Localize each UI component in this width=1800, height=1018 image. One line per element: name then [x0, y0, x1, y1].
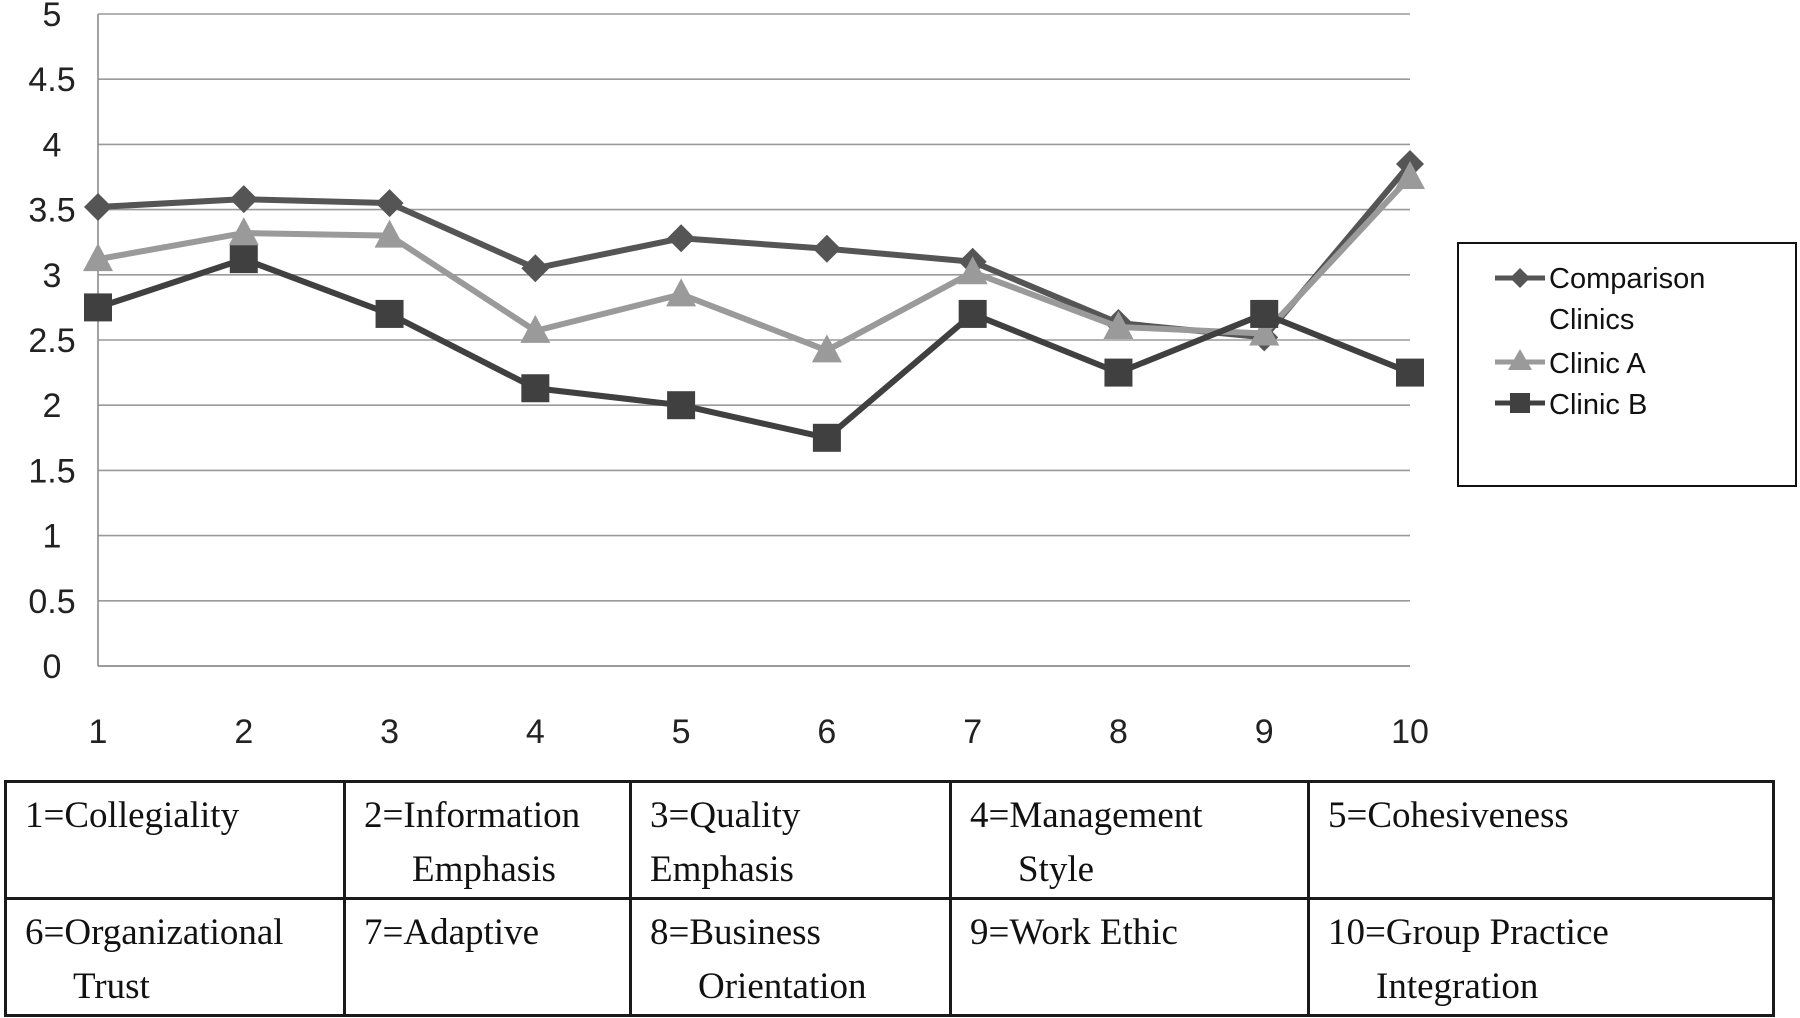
key-label: 9=Work Ethic [970, 912, 1178, 953]
data-point-square [1250, 299, 1279, 328]
series-line-comparison-clinics [97, 162, 1413, 341]
y-tick-label: 5 [43, 0, 62, 34]
data-point-square [521, 374, 550, 403]
key-label: 10=Group Practice [1328, 912, 1609, 953]
data-point-diamond [84, 192, 112, 221]
x-tick-label: 4 [526, 713, 545, 751]
data-point-square [229, 245, 258, 274]
legend-square-marker [1510, 393, 1530, 413]
y-tick-label: 3.5 [28, 192, 75, 230]
key-cell-cohesiveness: 5=Cohesiveness [1307, 780, 1775, 900]
data-point-triangle [520, 314, 551, 343]
x-tick-label: 3 [380, 713, 399, 751]
key-cell-collegiality: 1=Collegiality [4, 780, 346, 900]
series-line-clinic-a [97, 174, 1413, 354]
x-tick-label: 1 [89, 713, 108, 751]
y-tick-label: 3 [43, 257, 62, 295]
data-point-square [958, 299, 987, 328]
y-tick-label: 4 [43, 126, 62, 164]
series-line-clinic-b [97, 256, 1412, 441]
data-point-square [812, 423, 841, 452]
x-tick-label: 6 [817, 713, 836, 751]
gridlines [97, 13, 1410, 667]
series-clinic-b [84, 245, 1424, 452]
data-point-diamond [812, 234, 841, 263]
key-label: 3=Quality [650, 795, 801, 836]
y-tick-label: 2.5 [28, 322, 75, 360]
key-label: 7=Adaptive [364, 912, 539, 953]
data-point-triangle [1395, 161, 1425, 189]
key-cell-information-emphasis: 2=Information Emphasis [343, 780, 632, 900]
x-tick-label: 5 [672, 713, 691, 751]
data-point-diamond [375, 189, 404, 218]
legend-diamond-marker [1510, 268, 1530, 288]
series-clinic-a [83, 161, 1425, 363]
key-label: 4=Management [970, 795, 1203, 836]
key-cell-quality-emphasis: 3=Quality Emphasis [629, 780, 952, 900]
x-tick-label: 2 [234, 713, 253, 751]
data-point-triangle [1103, 310, 1134, 339]
y-tick-label: 4.5 [28, 61, 75, 99]
key-label: 1=Collegiality [25, 795, 240, 836]
data-point-square [667, 391, 696, 420]
data-point-triangle [83, 243, 113, 272]
y-tick-label: 0 [43, 648, 62, 686]
key-label: 6=Organizational [25, 912, 284, 953]
data-point-square [84, 293, 112, 322]
line-chart: 0 0.5 1 1.5 2 2.5 3 3.5 4 4.5 5 1 2 3 4 5 6 7 8 9 10 Compar… [28, 0, 1797, 751]
legend-item-clinic-a: Clinic A [1495, 348, 1646, 380]
x-tick-label: 10 [1391, 713, 1429, 751]
data-point-triangle [228, 217, 259, 246]
y-tick-label: 1.5 [28, 452, 75, 490]
key-label: 5=Cohesiveness [1328, 795, 1569, 836]
category-key-table: 1=Collegiality 2=Information Emphasis 3=Q… [4, 780, 1775, 1017]
key-cell-business-orientation: 8=Business Orientation [629, 897, 952, 1017]
data-point-diamond [667, 224, 696, 253]
key-label-continued: Orientation [698, 966, 867, 1007]
x-tick-label: 9 [1255, 713, 1274, 751]
key-table-row: 6=Organizational Trust 7=Adaptive 8=Busin… [4, 897, 1775, 1017]
key-cell-group-practice-integration: 10=Group Practice Integration [1307, 897, 1775, 1017]
key-label-continued: Style [1018, 849, 1095, 890]
key-label-continued: Trust [73, 966, 150, 1007]
series-layer [83, 149, 1425, 452]
key-cell-work-ethic: 9=Work Ethic [949, 897, 1310, 1017]
legend-label-comparison-clinics-line1: Comparison [1549, 263, 1705, 295]
x-tick-label: 8 [1109, 713, 1128, 751]
legend-label-clinic-a: Clinic A [1549, 348, 1646, 380]
key-label-continued: Integration [1376, 966, 1539, 1007]
legend-triangle-marker [1508, 349, 1532, 370]
legend-label-clinic-b: Clinic B [1549, 389, 1647, 421]
key-label-continued: Emphasis [650, 849, 794, 890]
data-point-triangle [1249, 317, 1280, 346]
data-point-triangle [374, 219, 405, 248]
y-tick-label: 0.5 [28, 583, 75, 621]
data-point-square [1396, 358, 1424, 387]
data-point-triangle [811, 334, 842, 363]
y-tick-label: 1 [43, 518, 62, 556]
data-point-diamond [521, 254, 550, 283]
x-axis-tick-labels: 1 2 3 4 5 6 7 8 9 10 [89, 713, 1429, 751]
y-tick-label: 2 [43, 387, 62, 425]
key-label: 2=Information [364, 795, 581, 836]
key-label: 8=Business [650, 912, 821, 953]
key-cell-adaptive: 7=Adaptive [343, 897, 632, 1017]
key-cell-organizational-trust: 6=Organizational Trust [4, 897, 346, 1017]
legend: Comparison Clinics Clinic A Clinic B [1457, 242, 1797, 487]
data-point-square [1104, 358, 1133, 387]
legend-label-comparison-clinics-line2: Clinics [1549, 304, 1634, 336]
legend-item-comparison-clinics: Comparison Clinics [1495, 263, 1705, 336]
x-tick-label: 7 [963, 713, 982, 751]
y-axis-tick-labels: 0 0.5 1 1.5 2 2.5 3 3.5 4 4.5 5 [28, 0, 75, 686]
key-table-row: 1=Collegiality 2=Information Emphasis 3=Q… [4, 780, 1775, 900]
data-point-square [375, 299, 404, 328]
key-label-continued: Emphasis [412, 849, 556, 890]
data-point-triangle [957, 256, 988, 285]
data-point-triangle [666, 278, 697, 307]
legend-item-clinic-b: Clinic B [1495, 389, 1647, 421]
data-point-diamond [229, 185, 258, 214]
key-cell-management-style: 4=Management Style [949, 780, 1310, 900]
